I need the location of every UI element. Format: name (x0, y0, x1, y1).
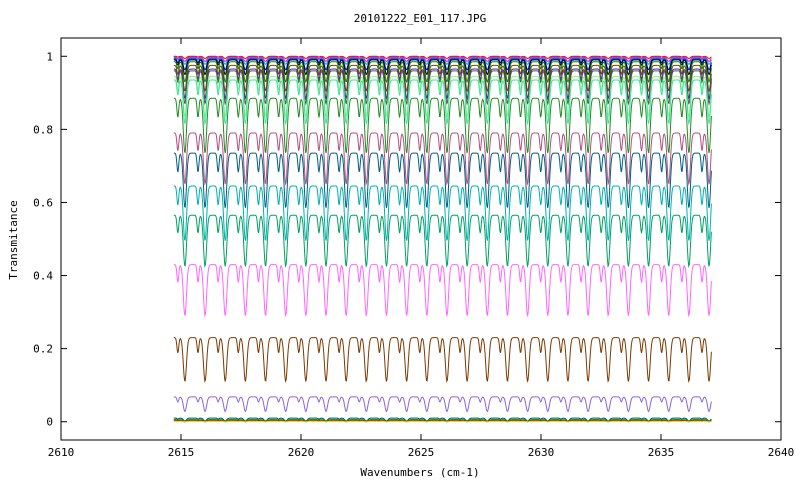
x-tick-label: 2625 (408, 446, 435, 459)
series-group (173, 55, 712, 423)
y-tick-label: 1 (46, 50, 53, 63)
x-axis: 2610 2615 2620 2625 2630 2635 2640 (48, 38, 795, 459)
series-line-13 (173, 152, 712, 209)
series-line-15 (173, 214, 712, 268)
y-axis-label: Transmitance (7, 200, 20, 279)
series-line-2 (173, 57, 712, 65)
y-tick-label: 0.4 (33, 270, 53, 283)
chart-title: 20101222_E01_117.JPG (354, 12, 486, 25)
series-line-4 (173, 59, 712, 76)
y-axis: 0 0.2 0.4 0.6 0.8 1 (33, 50, 781, 429)
x-axis-label: Wavenumbers (cm-1) (360, 466, 479, 479)
series-line-16 (173, 264, 712, 318)
x-tick-label: 2630 (528, 446, 555, 459)
series-line-5 (173, 61, 712, 84)
series-line-18 (173, 396, 712, 413)
y-tick-label: 0.8 (33, 123, 53, 136)
x-tick-label: 2620 (288, 446, 315, 459)
x-tick-label: 2610 (48, 446, 75, 459)
series-line-10 (173, 79, 712, 126)
x-tick-label: 2635 (648, 446, 675, 459)
x-tick-label: 2615 (168, 446, 195, 459)
y-tick-label: 0 (46, 416, 53, 429)
series-line-17 (173, 337, 712, 383)
series-line-3 (173, 58, 712, 71)
series-line-12 (173, 132, 712, 186)
series-line-19 (173, 417, 712, 422)
series-line-11 (173, 97, 712, 154)
series-line-0 (173, 55, 712, 59)
series-line-14 (173, 185, 712, 242)
y-tick-label: 0.2 (33, 343, 53, 356)
series-line-1 (173, 56, 712, 62)
y-tick-label: 0.6 (33, 196, 53, 209)
plot-frame (60, 37, 782, 441)
series-line-6 (173, 64, 712, 93)
series-line-8 (173, 70, 712, 106)
series-line-20 (173, 419, 712, 422)
x-tick-label: 2640 (768, 446, 795, 459)
